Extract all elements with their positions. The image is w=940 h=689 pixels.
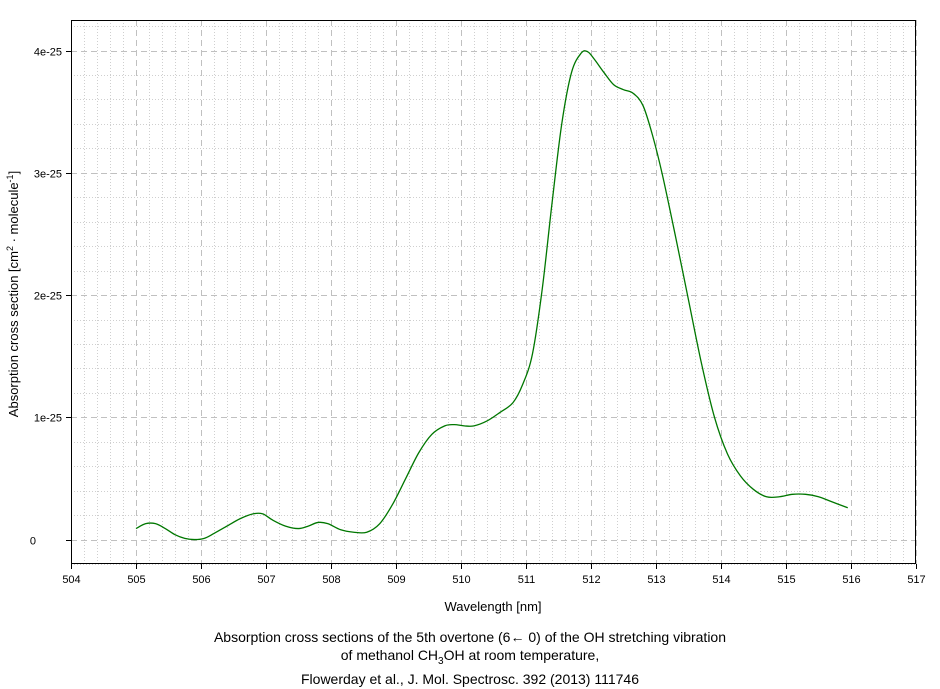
y-tick-label: 0 — [30, 536, 36, 548]
y-tick-label: 2e-25 — [34, 291, 62, 303]
x-tick-label: 510 — [452, 574, 470, 586]
x-tick-label: 517 — [907, 574, 925, 586]
caption-line-2-prefix: of methanol CH — [340, 647, 439, 663]
x-tick-label: 509 — [387, 574, 405, 586]
x-tick-label: 514 — [712, 574, 730, 586]
x-tick-label: 505 — [127, 574, 145, 586]
chart: 504 505 506 507 508 509 510 511 512 513 514 515 516 5… — [5, 20, 926, 614]
x-tick-label: 506 — [192, 574, 210, 586]
plot-area — [71, 20, 916, 564]
x-axis-ticks: 504 505 506 507 508 509 510 511 512 513 514 515 516 5… — [62, 564, 926, 586]
y-axis-ticks: 0 1e-25 2e-25 3e-25 4e-25 — [30, 47, 71, 548]
x-tick-label: 504 — [62, 574, 80, 586]
x-tick-label: 513 — [647, 574, 665, 586]
y-tick-label: 3e-25 — [34, 169, 62, 181]
x-tick-label: 508 — [322, 574, 340, 586]
major-grid — [71, 20, 917, 564]
y-tick-label: 1e-25 — [34, 413, 62, 425]
caption-line-3: Flowerday et al., J. Mol. Spectrosc. 392… — [301, 671, 639, 687]
plot-frame — [71, 20, 916, 564]
x-tick-label: 516 — [842, 574, 860, 586]
minor-grid — [71, 20, 916, 565]
caption-subscript: 3 — [438, 655, 444, 667]
x-tick-label: 511 — [518, 574, 536, 586]
caption-line-1: Absorption cross sections of the 5th ove… — [213, 629, 727, 645]
y-tick-label: 4e-25 — [34, 47, 62, 59]
x-axis-label: Wavelength [nm] — [444, 599, 541, 614]
y-axis-label: Absorption cross section [cm2 · molecule… — [5, 171, 21, 417]
caption-line-2: of methanol CH3OH at room temperature, — [0, 646, 940, 671]
series-group — [135, 50, 848, 541]
x-tick-label: 515 — [777, 574, 795, 586]
series-line — [135, 50, 848, 541]
x-tick-label: 512 — [582, 574, 600, 586]
caption-line-2-suffix: OH at room temperature, — [443, 647, 600, 663]
x-tick-label: 507 — [257, 574, 275, 586]
